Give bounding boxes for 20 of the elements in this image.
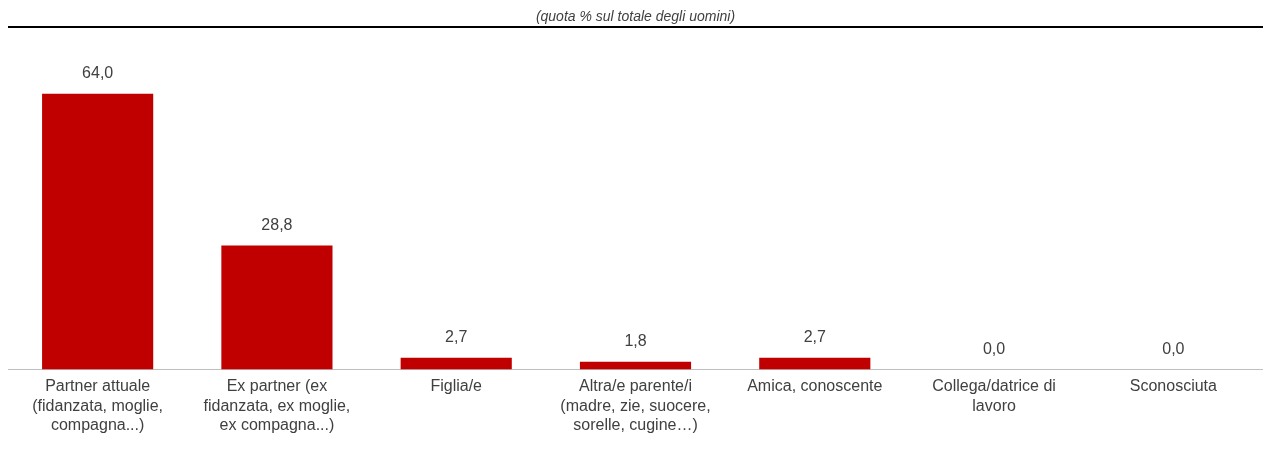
x-tick-label: Amica, conoscente	[747, 377, 883, 395]
bar	[759, 357, 871, 370]
bar	[579, 361, 692, 370]
data-label: 0,0	[982, 339, 1006, 357]
x-tick-label: Partner attuale (fidanzata, moglie, compagna...)	[32, 377, 164, 433]
x-tick-label: Figlia/e	[430, 377, 483, 395]
x-tick-label: Altra/e parente/i (madre, zie, suocere, sorelle, cugine…)	[560, 377, 711, 433]
data-label: 0,0	[1162, 339, 1185, 357]
data-label: 2,7	[445, 328, 468, 346]
x-tick-label: Ex partner (ex fidanzata, ex moglie, ex compagna...)	[203, 377, 351, 433]
data-label: 28,8	[261, 215, 293, 233]
data-label: 2,7	[803, 328, 826, 346]
bar	[400, 357, 512, 370]
chart-subtitle: (quota % sul totale degli uomini)	[8, 8, 1263, 28]
x-tick-label: Collega/datrice di lavoro	[932, 377, 1056, 414]
x-tick-label: Sconosciuta	[1129, 377, 1218, 395]
data-label: 64,0	[82, 64, 114, 82]
bar	[42, 93, 154, 370]
bar	[221, 245, 333, 370]
data-label: 1,8	[624, 332, 647, 350]
